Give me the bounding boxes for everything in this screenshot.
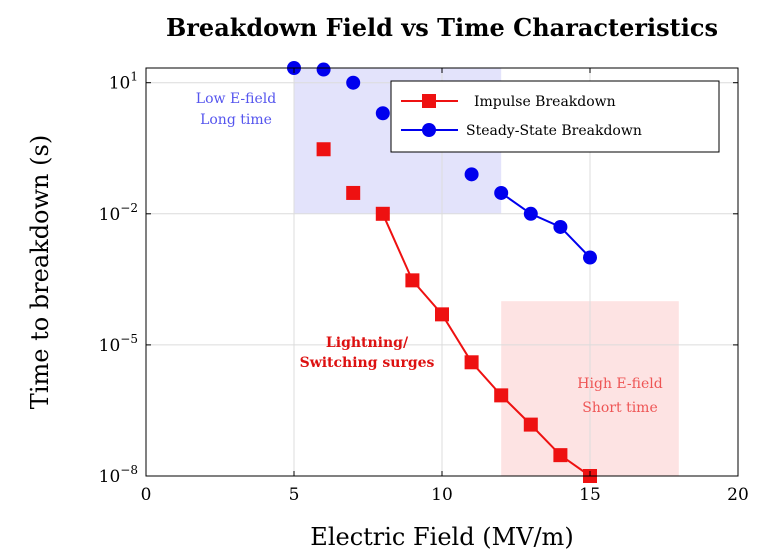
legend-marker-impulse xyxy=(422,94,436,108)
steady-point-15 xyxy=(583,250,597,265)
annotation-long-time: Long time xyxy=(200,112,272,128)
steady-point-7 xyxy=(346,75,361,90)
impulse-point-7 xyxy=(346,185,361,200)
ticks-layer: 0 5 10 15 20 101 10−2 10−5 10−8 xyxy=(99,68,749,505)
x-axis-label: Electric Field (MV/m) xyxy=(310,523,573,551)
impulse-point-9 xyxy=(405,273,420,288)
impulse-point-14 xyxy=(553,448,568,463)
steady-point-12 xyxy=(494,185,509,200)
x-tick-label-15: 15 xyxy=(579,485,601,505)
annotation-high-efield: High E-field xyxy=(577,376,662,392)
annotation-lightning: Lightning/ xyxy=(326,335,409,351)
y-axis-label: Time to breakdown (s) xyxy=(26,135,54,409)
impulse-point-10 xyxy=(435,307,449,322)
series-line-1 xyxy=(500,192,591,259)
steady-point-8 xyxy=(375,106,390,121)
y-tick-label--8: 10−8 xyxy=(99,463,138,487)
impulse-point-6 xyxy=(316,142,331,157)
legend-label-impulse: Impulse Breakdown xyxy=(474,94,616,110)
steady-point-13 xyxy=(523,206,538,221)
y-tick-label--5: 10−5 xyxy=(99,332,138,356)
chart-title: Breakdown Field vs Time Characteristics xyxy=(166,13,718,42)
y-tick-label-1: 101 xyxy=(109,70,138,94)
x-tick-label-20: 20 xyxy=(727,485,749,505)
annotation-short-time: Short time xyxy=(582,400,657,416)
legend-box xyxy=(390,80,720,153)
x-tick-label-5: 5 xyxy=(289,485,300,505)
steady-point-6 xyxy=(316,62,331,77)
impulse-point-12 xyxy=(494,388,509,403)
impulse-point-11 xyxy=(464,355,479,370)
legend-marker-steady xyxy=(422,123,436,137)
x-tick-label-10: 10 xyxy=(431,485,453,505)
steady-point-14 xyxy=(553,219,568,234)
annotation-switching-surges: Switching surges xyxy=(300,355,435,371)
x-tick-label-0: 0 xyxy=(141,485,152,505)
annotation-low-efield: Low E-field xyxy=(196,91,276,107)
impulse-point-8 xyxy=(375,206,390,221)
legend-label-steady: Steady-State Breakdown xyxy=(466,123,642,139)
y-tick-label--2: 10−2 xyxy=(99,201,138,225)
steady-point-11 xyxy=(464,167,479,182)
impulse-point-13 xyxy=(523,417,538,432)
legend: Impulse Breakdown Steady-State Breakdown xyxy=(390,80,720,153)
